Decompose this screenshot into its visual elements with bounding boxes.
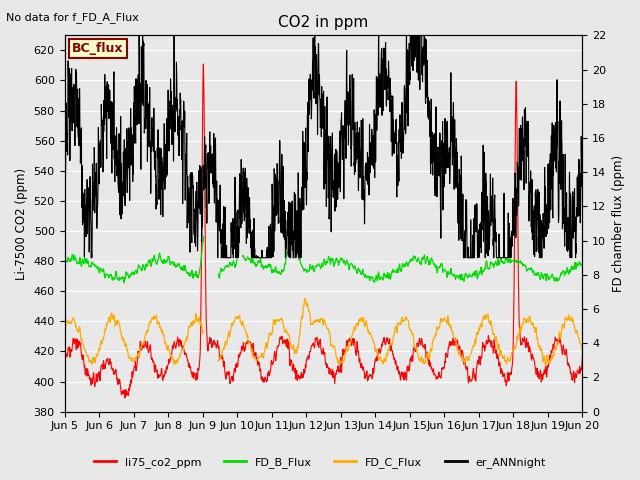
Y-axis label: Li-7500 CO2 (ppm): Li-7500 CO2 (ppm) xyxy=(15,168,28,279)
Title: CO2 in ppm: CO2 in ppm xyxy=(278,15,369,30)
Y-axis label: FD chamber flux (ppm): FD chamber flux (ppm) xyxy=(612,155,625,292)
Text: BC_flux: BC_flux xyxy=(72,42,124,55)
Legend: li75_co2_ppm, FD_B_Flux, FD_C_Flux, er_ANNnight: li75_co2_ppm, FD_B_Flux, FD_C_Flux, er_A… xyxy=(90,452,550,472)
Text: No data for f_FD_A_Flux: No data for f_FD_A_Flux xyxy=(6,12,140,23)
